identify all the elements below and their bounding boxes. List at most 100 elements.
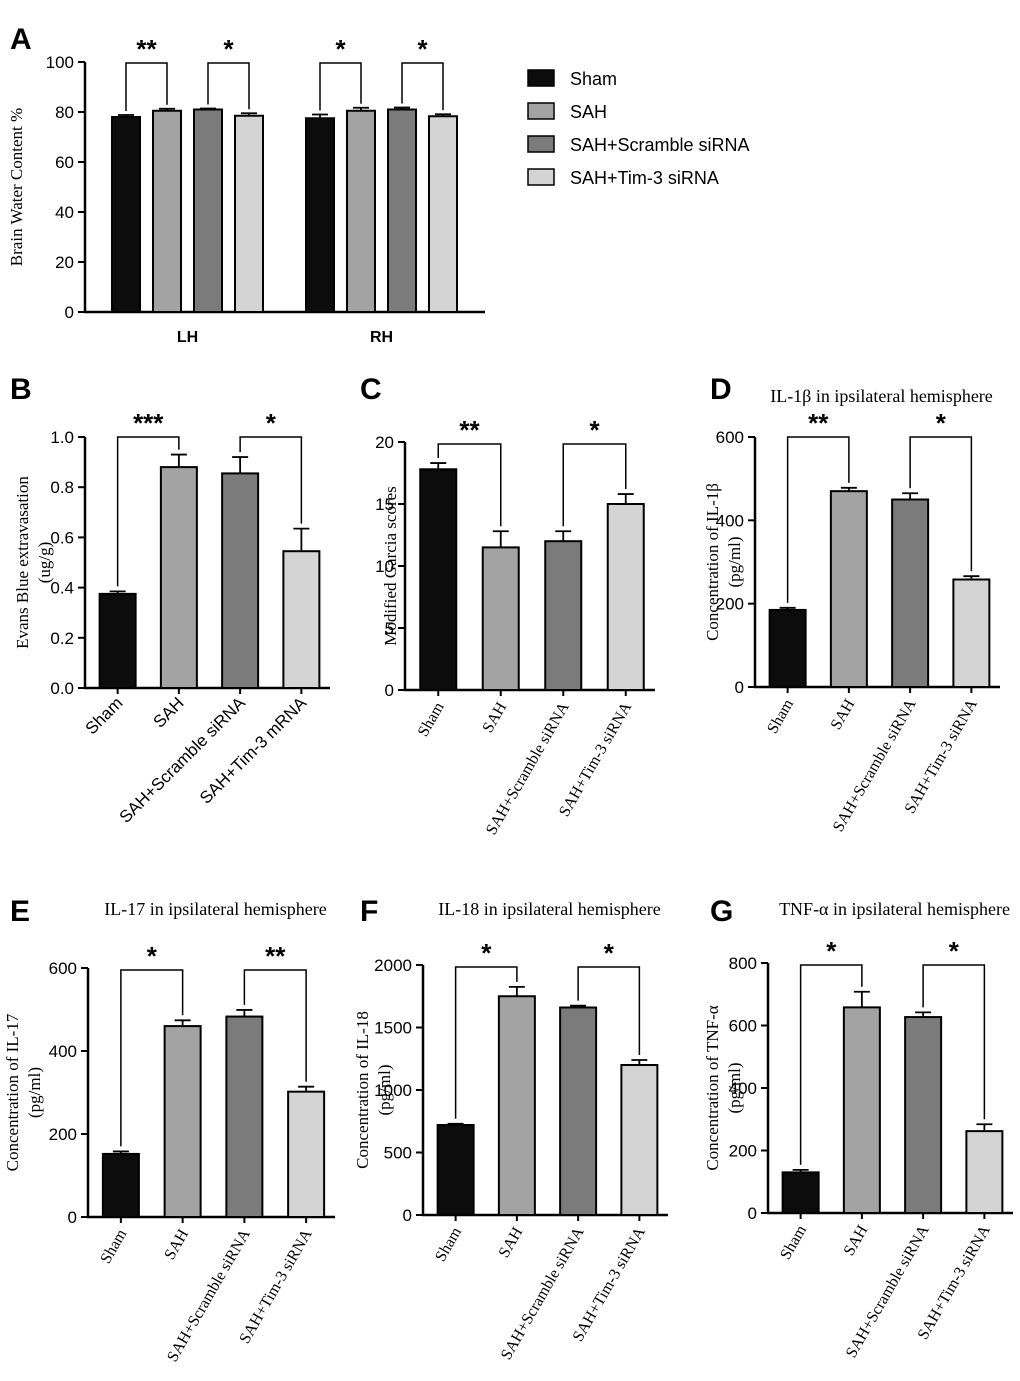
x-tick-label: Sham [777,1222,810,1263]
y-tick-label: 0 [65,303,74,322]
panel-d: D IL-1β in ipsilateral hemisphere 0 200 400 6… [703,373,1000,835]
significance-stars: *** [133,408,164,438]
significance-bracket [909,436,973,572]
significance-stars: * [335,34,346,64]
significance-bracket [786,436,850,603]
bar-sah-tim-3-sirna [287,1090,326,1219]
significance-bracket [562,443,627,527]
bar-sah-scramble-sirna [193,108,223,313]
y-axis-unit: (pg/ml) [725,537,744,588]
bar-sah-tim-3-sirna [952,578,991,688]
x-tick-label: RH [370,329,393,346]
bar-sham [436,1124,475,1216]
significance-stars: * [481,938,492,968]
bar-sah [159,466,198,689]
x-tick-label: Sham [415,699,448,740]
significance-stars: * [147,941,158,971]
y-tick-label: 400 [716,511,744,530]
legend-swatch [527,69,555,87]
y-axis-label: Concentration of IL-17 [3,1013,22,1171]
panel-title: IL-18 in ipsilateral hemisphere [438,899,660,919]
x-tick-label: LH [177,329,198,346]
y-tick-label: 15 [375,495,394,514]
significance-bracket [799,964,863,1165]
x-tick-label: SAH [479,699,510,736]
bar-sham [305,117,335,313]
legend: Sham SAH SAH+Scramble siRNA SAH+Tim-3 siRNA [527,69,750,188]
significance-stars: * [604,938,615,968]
legend-label: SAH+Scramble siRNA [570,135,750,155]
legend-label: SAH [570,102,607,122]
y-tick-label: 20 [55,253,74,272]
y-tick-label: 0.6 [50,528,74,547]
panel-label: E [10,895,30,928]
x-tick-label: SAH [828,696,859,733]
y-axis-label: Concentration of IL-18 [353,1011,372,1169]
x-tick-label: Sham [764,696,797,737]
legend-swatch [527,168,555,186]
bar-sah [152,109,182,313]
bar-sham [419,468,458,691]
y-tick-label: 200 [716,595,744,614]
significance-bracket [401,62,444,111]
y-tick-label: 20 [375,433,394,452]
bar-sham [111,116,141,313]
x-tick-label: SAH+Tim-3 siRNA [556,699,635,820]
y-axis-unit: (pg/ml) [375,1065,394,1116]
panel-label: F [360,895,378,928]
y-tick-label: 80 [55,103,74,122]
panel-f: F IL-18 in ipsilateral hemisphere 0 500 1000… [353,895,668,1363]
significance-stars: ** [459,415,480,445]
bar-sham [98,592,137,689]
panel-g: G TNF-α in ipsilateral hemisphere 0 200 400 6… [703,895,1013,1361]
bar-sah-tim-3-sirna [965,1130,1004,1214]
y-tick-label: 0.2 [50,629,74,648]
bar-sah-tim-3-sirna [606,503,645,691]
legend-swatch [527,102,555,120]
y-axis-unit: (pg/ml) [25,1067,44,1118]
y-tick-label: 500 [384,1144,412,1163]
significance-stars: * [223,34,234,64]
y-tick-label: 10 [375,557,394,576]
x-tick-label: SAH [150,693,188,731]
y-axis-label: Modified Garcia scores [381,486,400,646]
significance-stars: * [936,408,947,438]
significance-stars: * [949,936,960,966]
bar-sah-scramble-sirna [891,498,930,688]
bar-sah-tim-3-sirna [620,1064,659,1216]
significance-stars: * [417,34,428,64]
y-tick-label: 0.4 [50,579,74,598]
y-axis-label: Brain Water Content % [7,108,26,266]
significance-stars: * [589,415,600,445]
y-axis-label: Concentration of TNF-α [703,1005,722,1170]
panel-c: C 0 5 10 15 20 Modified Garcia scores Sham SAH SA… [360,373,655,838]
y-tick-label: 1.0 [50,428,74,447]
significance-bracket [243,969,307,1082]
significance-bracket [207,62,250,110]
y-tick-label: 600 [716,428,744,447]
y-tick-label: 0 [748,1204,757,1223]
y-axis-label: Concentration of IL-1β [703,483,722,641]
panel-e: E IL-17 in ipsilateral hemisphere 0 200 400 6… [3,895,335,1365]
significance-stars: * [266,408,277,438]
significance-bracket [922,964,986,1120]
legend-swatch [527,135,555,153]
significance-bracket [239,436,303,524]
significance-bracket [125,62,168,111]
bar-sah-scramble-sirna [559,1006,598,1216]
x-tick-label: SAH [161,1226,192,1263]
significance-bracket [120,969,184,1147]
significance-stars: ** [808,408,829,438]
legend-label: SAH+Tim-3 siRNA [570,168,719,188]
y-tick-label: 200 [729,1142,757,1161]
bar-sah-scramble-sirna [544,540,583,692]
significance-stars: * [826,936,837,966]
bar-sah-scramble-sirna [904,1016,943,1214]
bar-sah [497,995,536,1216]
bar-sah-tim-3-sirna [428,115,458,313]
panel-label: C [360,373,382,406]
bar-sah-scramble-sirna [225,1015,264,1218]
y-tick-label: 1000 [374,1081,412,1100]
panel-title: IL-1β in ipsilateral hemisphere [770,386,993,406]
